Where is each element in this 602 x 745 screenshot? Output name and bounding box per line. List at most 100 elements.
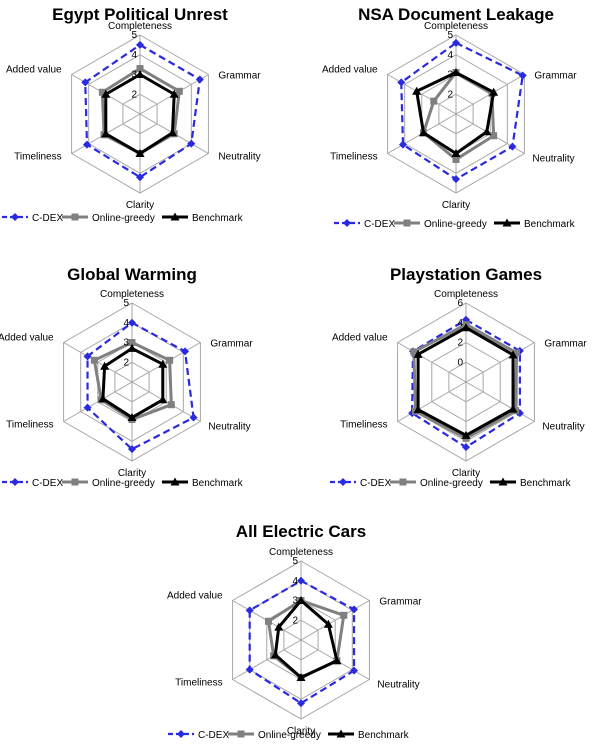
- chart-2-series-3-point: [451, 68, 461, 77]
- chart-1-legend-label: Online-greedy: [92, 213, 155, 224]
- chart-3-series-2-point: [167, 401, 175, 409]
- chart-3-series-2-point: [166, 356, 174, 364]
- chart-3-tick-label: 5: [123, 298, 129, 309]
- chart-5-tick-label: 5: [292, 556, 298, 567]
- chart-1-tick-label: 5: [131, 30, 137, 41]
- chart-4-axis-label: Clarity: [452, 468, 480, 479]
- chart-4-legend-label: C-DEX: [360, 478, 391, 489]
- chart-1-series-1-point: [195, 75, 204, 84]
- chart-4-tick-label: 6: [457, 298, 463, 309]
- chart-3-legend-label: C-DEX: [32, 478, 63, 489]
- chart-1-axis-label: Clarity: [126, 200, 154, 211]
- chart-1-axis-label: Neutrality: [218, 152, 260, 163]
- chart-3-tick-label: 3: [123, 338, 129, 349]
- chart-2-series-3-point: [482, 127, 492, 136]
- chart-5-tick-label: 4: [292, 576, 298, 587]
- chart-4-series-3-point: [508, 404, 518, 413]
- chart-3-legend-marker: [170, 477, 180, 486]
- chart-4-tick-label: 4: [457, 318, 463, 329]
- chart-3-series-3-point: [158, 395, 168, 404]
- chart-1-series-3-point: [135, 149, 145, 157]
- chart-1-series-2-line: [100, 67, 181, 155]
- chart-1-title: Egypt Political Unrest: [52, 5, 228, 24]
- chart-2-title: NSA Document Leakage: [358, 5, 554, 24]
- chart-3-series-2-point: [128, 339, 136, 346]
- chart-5-series-1-point: [297, 576, 305, 585]
- chart-2-axis-label: Grammar: [534, 71, 577, 82]
- chart-3-series-3-point: [98, 394, 108, 403]
- chart-3-series-1-point: [128, 318, 136, 327]
- chart-2-axis-label: Added value: [322, 65, 378, 76]
- chart-1-axis-label: Added value: [6, 65, 62, 76]
- chart-1-series-1-point: [136, 40, 144, 49]
- chart-2-series-2-point: [452, 155, 460, 163]
- chart-1-axis-label: Completeness: [108, 21, 172, 32]
- chart-4-legend-marker: [498, 477, 508, 486]
- chart-3-series-3-point: [127, 343, 137, 352]
- chart-4-legend-label: Online-greedy: [420, 478, 483, 489]
- chart-2-legend-label: Online-greedy: [424, 219, 487, 230]
- chart-4-spoke: [397, 342, 467, 383]
- chart-4-axis-label: Neutrality: [542, 422, 584, 433]
- chart-2-legend-marker: [403, 219, 411, 227]
- chart-3-legend-label: Benchmark: [192, 478, 244, 489]
- chart-3-axis-label: Neutrality: [208, 422, 250, 433]
- chart-2-legend-label: Benchmark: [524, 219, 576, 230]
- chart-2-series-3-point: [489, 87, 499, 96]
- chart-2-series-3-point: [451, 149, 461, 157]
- chart-1-legend: C-DEX Online-greedy Benchmark: [2, 212, 244, 224]
- chart-4-series-3-point: [461, 430, 471, 439]
- chart-5-legend-marker: [177, 730, 185, 738]
- chart-5-axis-label: Timeliness: [175, 678, 222, 689]
- chart-4-legend-marker: [399, 478, 407, 486]
- chart-4-axis-label: Added value: [332, 333, 388, 344]
- chart-3-legend-marker: [11, 478, 19, 486]
- chart-1-series-1-point: [82, 140, 91, 149]
- chart-3-legend: C-DEX Online-greedy Benchmark: [2, 477, 244, 489]
- chart-1-axis-label: Grammar: [218, 71, 261, 82]
- chart-2-series-2-point: [430, 97, 438, 105]
- chart-3-legend-label: Online-greedy: [92, 478, 155, 489]
- chart-3-tick-label: 4: [123, 318, 129, 329]
- chart-3-series-1-point: [128, 445, 136, 454]
- chart-1-series-3-point: [101, 89, 111, 98]
- chart-3-axis-label: Timeliness: [6, 420, 53, 431]
- chart-3-series-1-point: [83, 352, 92, 361]
- chart-4-spoke: [397, 381, 467, 422]
- chart-4-legend: C-DEX Online-greedy Benchmark: [330, 477, 572, 489]
- chart-1-tick-label: 3: [131, 70, 137, 81]
- chart-5-series-1-point: [297, 699, 305, 708]
- chart-4-tick-label: 2: [457, 338, 463, 349]
- chart-2-axis-label: Clarity: [442, 200, 470, 211]
- chart-2-axis-label: Neutrality: [532, 154, 574, 165]
- chart-1-tick-label: 4: [131, 50, 137, 61]
- chart-2-legend: C-DEX Online-greedy Benchmark: [334, 218, 576, 230]
- chart-4-series-1-point: [462, 443, 470, 452]
- chart-5-series-3-point: [296, 596, 306, 604]
- chart-3-axis-label: Grammar: [210, 339, 253, 350]
- chart-2-axis-label: Timeliness: [330, 152, 377, 163]
- chart-2-tick-label: 3: [447, 70, 453, 81]
- chart-3-axis-label: Clarity: [118, 468, 146, 479]
- chart-2-legend-marker: [343, 219, 351, 227]
- chart-2-series-3-point: [412, 86, 422, 95]
- chart-2-tick-label: 4: [447, 50, 453, 61]
- chart-3-tick-label: 2: [123, 357, 129, 368]
- chart-3-title: Global Warming: [67, 265, 197, 284]
- chart-2-series-2-point: [490, 132, 498, 140]
- chart-3-series-1-point: [181, 347, 190, 356]
- chart-3-series-3-point: [127, 413, 137, 422]
- chart-2-legend-label: C-DEX: [364, 219, 395, 230]
- chart-5-legend-marker: [336, 729, 346, 738]
- chart-1-legend-marker: [170, 212, 180, 221]
- chart-4-legend-marker: [339, 478, 347, 486]
- chart-5-spoke: [300, 600, 370, 641]
- chart-4-title: Playstation Games: [390, 265, 542, 284]
- chart-1-legend-marker: [11, 213, 19, 221]
- chart-2-series-1-point: [508, 142, 517, 151]
- chart-5-series-3-point: [323, 619, 333, 628]
